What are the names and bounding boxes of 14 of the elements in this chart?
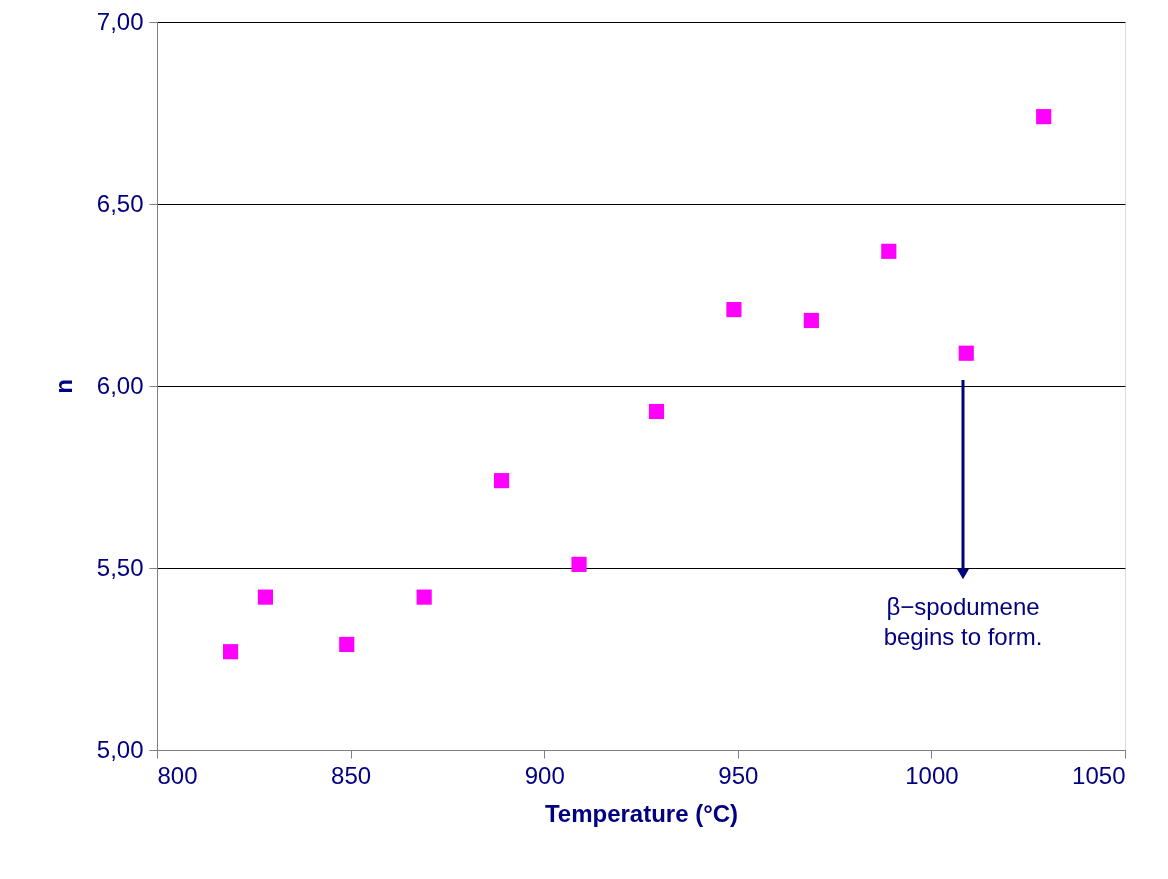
x-tick-label: 1050 [1072, 761, 1126, 789]
x-axis-title: Temperature (°C) [544, 799, 739, 827]
y-tick-label: 7,00 [96, 7, 144, 35]
y-tick-label: 6,50 [96, 189, 144, 217]
x-tick-label: 1000 [905, 761, 959, 789]
y-tick-label: 6,00 [96, 371, 144, 399]
annotation: β−spodumene begins to form. [883, 593, 1043, 650]
x-tick-label: 950 [718, 761, 759, 789]
y-tick-label: 5,50 [96, 553, 144, 581]
x-tick-label: 900 [524, 761, 565, 789]
x-tick-label: 800 [157, 761, 198, 789]
x-tick-label: 850 [331, 761, 372, 789]
y-tick-label: 5,00 [96, 735, 144, 763]
y-axis-title: n [49, 379, 77, 394]
